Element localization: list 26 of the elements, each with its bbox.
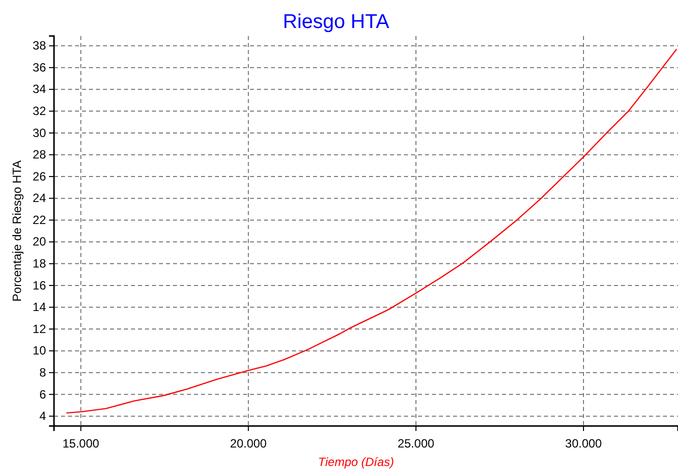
y-tick-label: 16 (32, 278, 46, 292)
y-tick-label: 6 (39, 387, 46, 402)
y-tick-label: 22 (32, 212, 46, 227)
y-axis-title: Porcentaje de Riesgo HTA (10, 160, 24, 302)
y-tick-label: 14 (32, 300, 46, 314)
y-tick-label: 4 (39, 409, 46, 424)
x-axis-title: Tiempo (Días) (318, 455, 394, 469)
y-tick-label: 8 (39, 365, 46, 380)
y-tick-label: 26 (32, 169, 46, 184)
y-tick-label: 32 (32, 104, 46, 118)
y-tick-label: 12 (32, 322, 46, 336)
y-tick-label: 34 (32, 82, 46, 96)
y-tick-label: 38 (32, 38, 46, 53)
x-tick-label: 15.000 (62, 436, 100, 451)
y-tick-label: 18 (32, 256, 46, 271)
y-tick-label: 36 (32, 60, 46, 74)
x-tick-label: 30.000 (565, 436, 602, 451)
line-series (66, 48, 678, 414)
chart-title: Riesgo HTA (282, 11, 390, 33)
y-tick-label: 30 (32, 126, 46, 140)
y-tick-label: 20 (32, 234, 46, 249)
y-tick-label: 28 (32, 148, 46, 162)
x-tick-label: 20.000 (230, 436, 268, 451)
y-tick-label: 24 (32, 191, 46, 206)
y-tick-label: 10 (32, 344, 46, 358)
x-tick-label: 25.000 (398, 436, 435, 451)
